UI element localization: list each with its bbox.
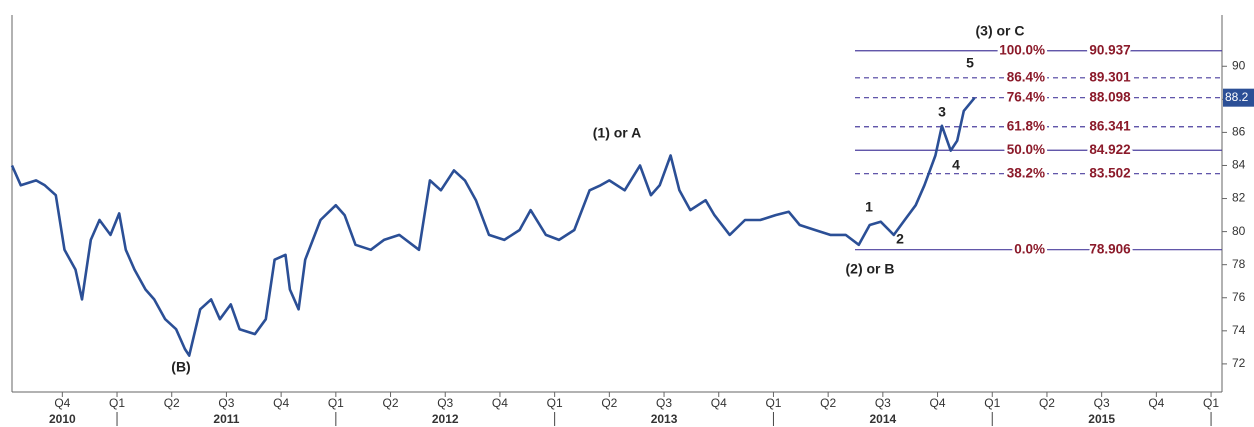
- x-tick-label: Q4: [930, 396, 946, 410]
- y-tick-label: 80: [1232, 224, 1246, 238]
- fib-percent: 76.4%: [1007, 89, 1045, 104]
- year-label: 2013: [651, 412, 678, 426]
- fib-percent: 38.2%: [1007, 165, 1045, 180]
- x-tick-label: Q1: [765, 396, 781, 410]
- x-tick-label: Q2: [164, 396, 180, 410]
- fib-percent: 100.0%: [999, 42, 1045, 57]
- y-tick-label: 72: [1232, 356, 1246, 370]
- wave-annotation: 4: [952, 157, 960, 173]
- year-label: 2015: [1088, 412, 1115, 426]
- x-tick-label: Q4: [54, 396, 70, 410]
- x-tick-label: Q4: [1148, 396, 1164, 410]
- x-tick-label: Q3: [218, 396, 234, 410]
- fib-percent: 86.4%: [1007, 69, 1045, 84]
- wave-annotation: 2: [896, 231, 904, 247]
- x-tick-label: Q4: [273, 396, 289, 410]
- wave-annotation: 3: [938, 104, 946, 120]
- fib-percent: 0.0%: [1014, 241, 1045, 256]
- y-tick-label: 90: [1232, 58, 1246, 72]
- x-tick-label: Q2: [383, 396, 399, 410]
- wave-annotation: 1: [865, 199, 873, 215]
- fib-value: 78.906: [1089, 241, 1131, 256]
- x-tick-label: Q4: [492, 396, 508, 410]
- wave-annotation: (2) or B: [846, 261, 895, 277]
- x-tick-label: Q1: [109, 396, 125, 410]
- fib-percent: 61.8%: [1007, 118, 1045, 133]
- y-tick-label: 86: [1232, 125, 1246, 139]
- x-tick-label: Q1: [984, 396, 1000, 410]
- fib-value: 84.922: [1089, 142, 1130, 157]
- wave-annotation: (1) or A: [593, 125, 641, 141]
- fib-value: 83.502: [1089, 165, 1130, 180]
- fib-value: 90.937: [1089, 42, 1130, 57]
- year-label: 2012: [432, 412, 459, 426]
- price-line: [10, 96, 976, 357]
- x-tick-label: Q3: [875, 396, 891, 410]
- wave-annotation: (3) or C: [976, 23, 1025, 39]
- wave-annotation: 5: [966, 55, 974, 71]
- x-tick-label: Q1: [1203, 396, 1219, 410]
- y-tick-label: 84: [1232, 158, 1246, 172]
- x-tick-label: Q2: [820, 396, 836, 410]
- year-label: 2011: [213, 412, 239, 426]
- x-tick-label: Q2: [601, 396, 617, 410]
- x-tick-label: Q1: [547, 396, 563, 410]
- last-value-label: 88.2: [1225, 90, 1249, 104]
- y-tick-label: 82: [1232, 191, 1246, 205]
- y-tick-label: 78: [1232, 257, 1246, 271]
- fib-value: 88.098: [1089, 89, 1131, 104]
- x-tick-label: Q1: [328, 396, 344, 410]
- x-tick-label: Q3: [1094, 396, 1110, 410]
- x-tick-label: Q3: [656, 396, 672, 410]
- fib-percent: 50.0%: [1007, 142, 1045, 157]
- year-label: 2010: [49, 412, 76, 426]
- x-tick-label: Q2: [1039, 396, 1055, 410]
- last-value-box: [1223, 88, 1254, 107]
- year-label: 2014: [869, 412, 896, 426]
- y-tick-label: 74: [1232, 323, 1246, 337]
- wave-annotation: (B): [171, 359, 190, 375]
- fib-value: 89.301: [1089, 69, 1131, 84]
- y-tick-label: 76: [1232, 290, 1246, 304]
- x-tick-label: Q4: [711, 396, 727, 410]
- x-tick-label: Q3: [437, 396, 453, 410]
- fib-value: 86.341: [1089, 118, 1131, 133]
